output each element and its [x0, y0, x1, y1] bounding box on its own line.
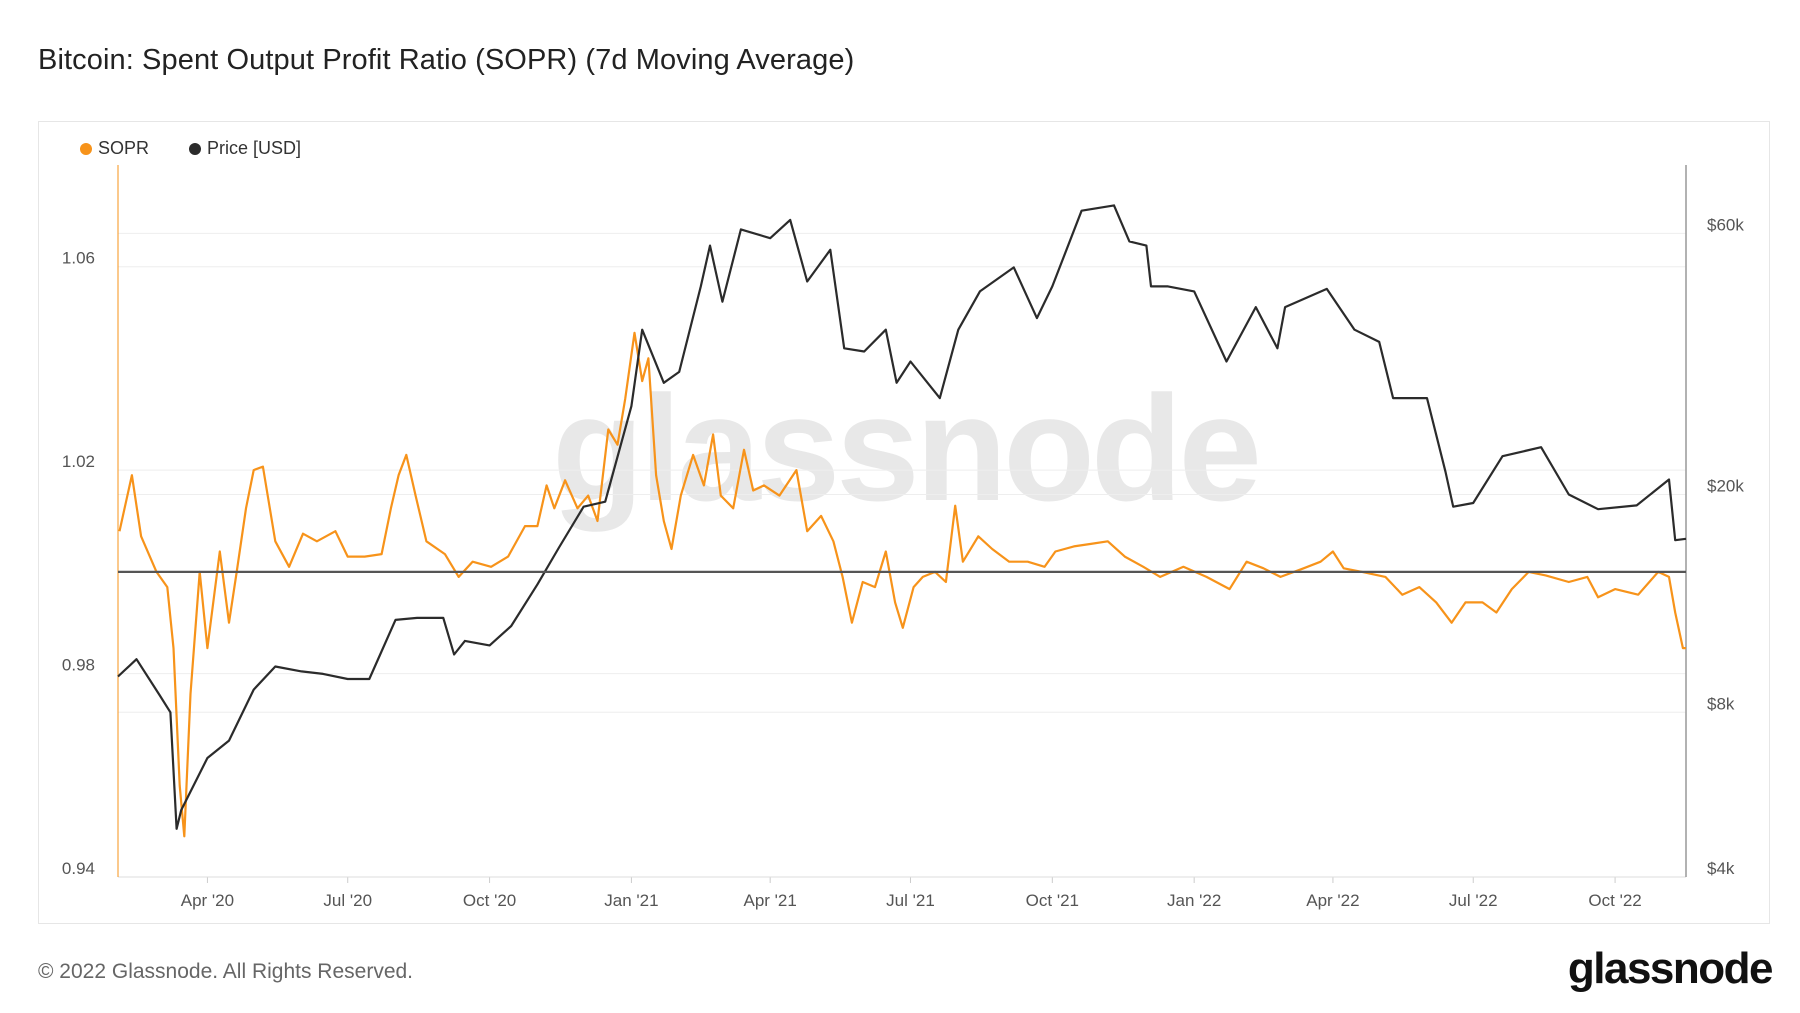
- legend: SOPR Price [USD]: [80, 138, 301, 159]
- legend-dot-price: [189, 142, 202, 155]
- x-tick-label: Jan '22: [1167, 891, 1221, 910]
- x-tick-label: Oct '21: [1026, 891, 1079, 910]
- x-tick-label: Jul '20: [323, 891, 372, 910]
- x-tick-label: Jan '21: [604, 891, 658, 910]
- x-tick-label: Jul '22: [1449, 891, 1498, 910]
- series-line-price: [117, 204, 1687, 830]
- y-left-tick-label: 0.94: [62, 859, 95, 878]
- legend-label-sopr: SOPR: [98, 138, 150, 158]
- y-right-tick-label: $60k: [1707, 215, 1744, 234]
- watermark: glassnode: [552, 364, 1258, 532]
- legend-dot-sopr: [80, 142, 92, 155]
- x-tick-label: Oct '20: [463, 891, 516, 910]
- legend-item-sopr[interactable]: SOPR: [80, 138, 149, 159]
- y-right-tick-label: $4k: [1707, 859, 1735, 878]
- x-tick-label: Apr '21: [744, 891, 797, 910]
- series-lines: [117, 204, 1687, 838]
- x-tick-label: Apr '22: [1306, 891, 1359, 910]
- y-right-tick-label: $20k: [1707, 476, 1744, 495]
- legend-label-price: Price [USD]: [207, 138, 302, 158]
- series-line-sopr: [118, 331, 1686, 838]
- axes: 0.94 0.98 1.02 1.06 $4k $8k $20k $60k Apr '20 Jul…: [62, 165, 1744, 910]
- y-left-tick-label: 1.06: [62, 249, 95, 268]
- copyright: © 2022 Glassnode. All Rights Reserved.: [38, 960, 414, 983]
- chart-title: Bitcoin: Spent Output Profit Ratio (SOPR…: [38, 44, 855, 76]
- glassnode-logo: glassnode: [1567, 944, 1774, 993]
- y-left-tick-label: 0.98: [62, 656, 95, 675]
- legend-item-price[interactable]: Price [USD]: [189, 138, 301, 159]
- chart-frame: [38, 121, 1770, 924]
- y-right-tick-label: $8k: [1707, 694, 1735, 713]
- x-tick-label: Apr '20: [181, 891, 234, 910]
- x-tick-label: Jul '21: [886, 891, 935, 910]
- y-left-tick-label: 1.02: [62, 452, 95, 471]
- gridlines: [118, 232, 1686, 878]
- x-tick-label: Oct '22: [1588, 891, 1641, 910]
